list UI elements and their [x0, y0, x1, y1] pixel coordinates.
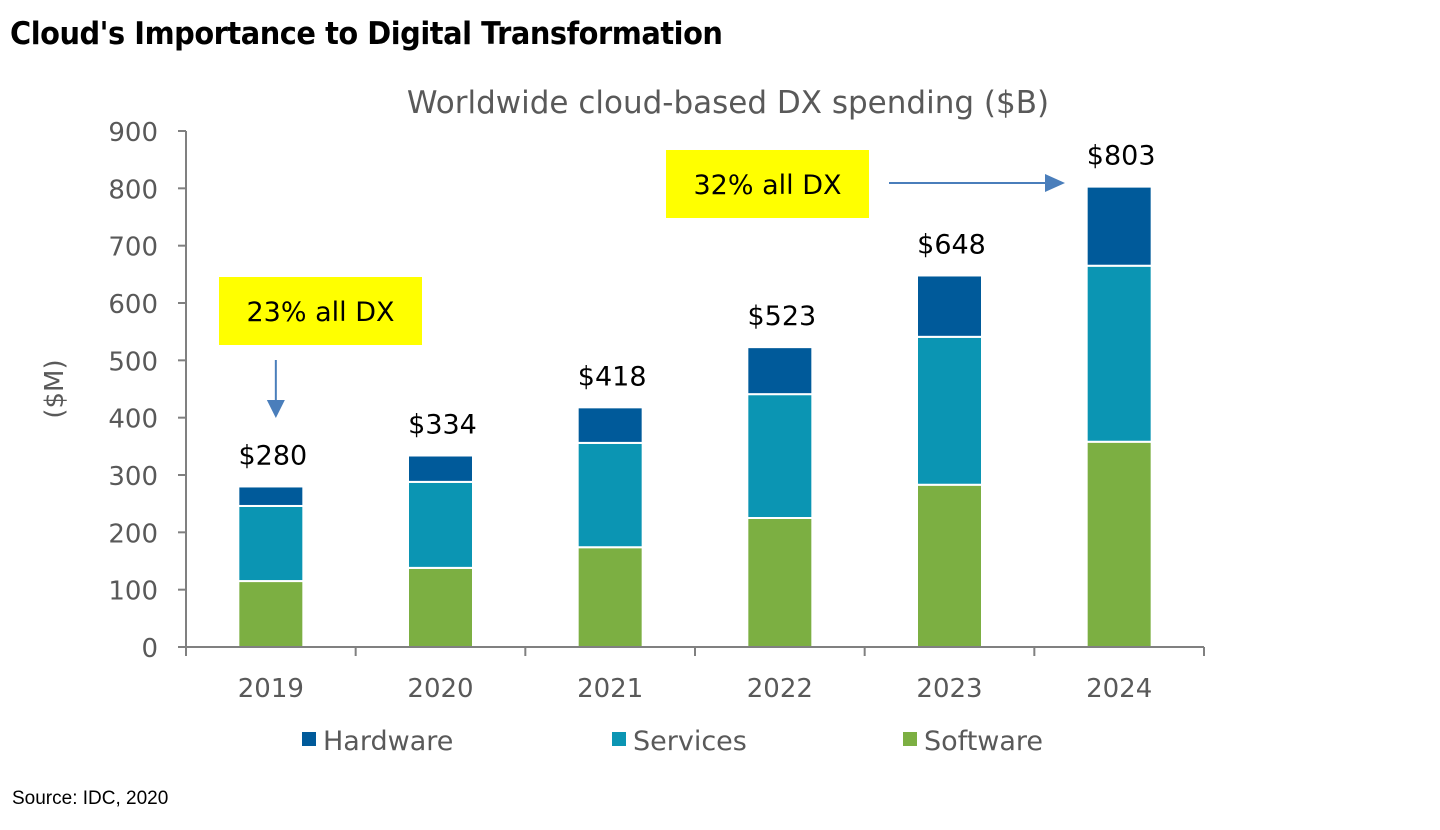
- y-tick-label: 900: [108, 118, 158, 148]
- page-title: Cloud's Importance to Digital Transforma…: [10, 16, 723, 52]
- legend-swatch-hardware: [302, 732, 316, 746]
- legend-label-software: Software: [924, 726, 1043, 757]
- total-label: $280: [238, 440, 307, 471]
- total-label: $523: [747, 301, 816, 332]
- x-tick-label: 2020: [407, 674, 473, 704]
- bar-segment-hardware: [916, 274, 983, 338]
- annotation-box: [666, 150, 869, 218]
- bar-segment-software: [746, 517, 814, 648]
- bar-segment-services: [237, 504, 305, 583]
- total-label: $334: [408, 410, 477, 441]
- legend-label-services: Services: [633, 726, 747, 757]
- y-tick-label: 300: [108, 462, 158, 492]
- source-note: Source: IDC, 2020: [12, 788, 169, 809]
- x-tick-label: 2019: [238, 674, 304, 704]
- bar-segment-software: [1085, 440, 1153, 648]
- legend: Hardware Services Software: [302, 726, 1043, 757]
- y-axis: 0 100 200 300 400 500 600 700 800 900: [108, 118, 187, 664]
- bar-segment-software: [576, 546, 644, 648]
- bars: [237, 185, 1153, 649]
- total-labels: $280 $334 $418 $523 $648 $803: [238, 141, 1155, 472]
- y-tick-label: 200: [108, 519, 158, 549]
- bar-segment-software: [916, 483, 983, 648]
- y-tick-label: 700: [108, 233, 158, 263]
- annotation-text: 32% all DX: [693, 170, 841, 201]
- annotation-box: [219, 277, 422, 345]
- x-tick-label: 2024: [1086, 674, 1152, 704]
- y-tick-label: 100: [108, 577, 158, 607]
- bar-segment-services: [916, 335, 983, 486]
- annotation-text: 23% all DX: [246, 297, 394, 328]
- x-tick-label: 2021: [577, 674, 643, 704]
- total-label: $648: [917, 229, 986, 260]
- arrow-right-head-icon: [1045, 174, 1065, 192]
- legend-swatch-services: [612, 732, 626, 746]
- bar-segment-hardware: [746, 346, 814, 396]
- arrow-down-head-icon: [266, 400, 285, 418]
- chart-title: Worldwide cloud-based DX spending ($B): [407, 85, 1049, 121]
- legend-label-hardware: Hardware: [323, 726, 453, 757]
- bar-segment-services: [1085, 264, 1153, 443]
- y-tick-label: 600: [108, 290, 158, 320]
- bar-segment-services: [746, 393, 814, 519]
- bar-segment-hardware: [237, 485, 305, 507]
- bar-segment-hardware: [407, 454, 474, 483]
- bar-segment-hardware: [576, 406, 644, 444]
- y-axis-label: ($M): [40, 359, 70, 418]
- x-tick-label: 2022: [747, 674, 813, 704]
- y-tick-label: 400: [108, 405, 158, 435]
- bar-segment-services: [576, 441, 644, 549]
- bar-segment-software: [407, 566, 474, 649]
- x-axis: 2019 2020 2021 2022 2023 2024: [178, 646, 1205, 704]
- legend-swatch-software: [903, 732, 917, 746]
- bar-segment-hardware: [1085, 185, 1153, 267]
- y-tick-label: 800: [108, 175, 158, 205]
- bar-segment-services: [407, 480, 474, 569]
- y-tick-label: 0: [141, 634, 158, 664]
- annotations: 23% all DX 32% all DX: [219, 150, 1065, 418]
- y-tick-label: 500: [108, 347, 158, 377]
- x-tick-label: 2023: [916, 674, 982, 704]
- bar-segment-software: [237, 580, 305, 648]
- total-label: $803: [1087, 141, 1156, 172]
- total-label: $418: [578, 361, 647, 392]
